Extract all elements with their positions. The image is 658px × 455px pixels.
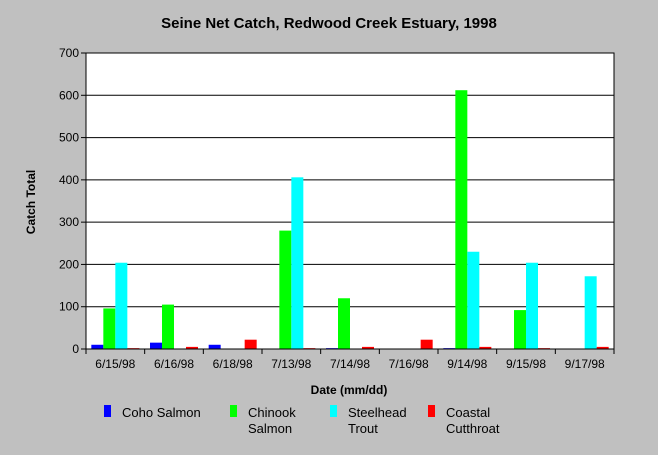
bar <box>362 346 374 349</box>
bar <box>208 344 221 349</box>
legend-label: Coastal <box>446 405 490 420</box>
chart-title: Seine Net Catch, Redwood Creek Estuary, … <box>161 15 497 32</box>
plot-border <box>85 52 615 350</box>
legend-label: Cutthroat <box>446 421 500 436</box>
legend-swatch <box>104 405 111 417</box>
y-tick-label: 300 <box>59 215 79 229</box>
bar <box>115 262 128 349</box>
bar <box>162 304 174 349</box>
bar <box>186 346 198 349</box>
bar <box>91 344 104 349</box>
x-tick-label: 9/17/98 <box>565 357 605 371</box>
y-tick-label: 100 <box>59 300 79 314</box>
bar <box>244 339 257 349</box>
y-tick-label: 600 <box>59 88 79 102</box>
bar <box>514 310 526 349</box>
legend-label: Trout <box>348 421 378 436</box>
bar <box>279 230 292 349</box>
y-axis-label: Catch Total <box>24 170 38 234</box>
y-tick-label: 0 <box>72 342 79 356</box>
legend-label: Salmon <box>248 421 292 436</box>
x-tick-label: 6/18/98 <box>213 357 253 371</box>
bar <box>338 298 350 349</box>
x-tick-label: 9/14/98 <box>447 357 487 371</box>
bar <box>103 308 116 349</box>
legend-swatch <box>330 405 337 417</box>
x-tick-label: 6/16/98 <box>154 357 194 371</box>
bar <box>467 251 480 349</box>
bar <box>526 262 538 349</box>
x-tick-label: 7/13/98 <box>271 357 311 371</box>
legend-swatch <box>428 405 435 417</box>
x-tick-label: 6/15/98 <box>95 357 135 371</box>
y-tick-label: 400 <box>59 173 79 187</box>
bar <box>479 346 492 349</box>
bar <box>455 90 468 349</box>
bar <box>150 342 162 349</box>
x-tick-label: 7/14/98 <box>330 357 370 371</box>
legend-label: Chinook <box>248 405 296 420</box>
legend-swatch <box>230 405 237 417</box>
x-tick-label: 7/16/98 <box>389 357 429 371</box>
bar <box>584 276 597 349</box>
bar <box>291 177 304 349</box>
y-tick-label: 500 <box>59 131 79 145</box>
x-axis-label: Date (mm/dd) <box>311 383 388 397</box>
bar <box>420 339 433 349</box>
y-tick-label: 700 <box>59 46 79 60</box>
legend-label: Steelhead <box>348 405 407 420</box>
legend-label: Coho Salmon <box>122 405 201 420</box>
y-tick-label: 200 <box>59 257 79 271</box>
bar <box>596 346 609 349</box>
x-tick-label: 9/15/98 <box>506 357 546 371</box>
